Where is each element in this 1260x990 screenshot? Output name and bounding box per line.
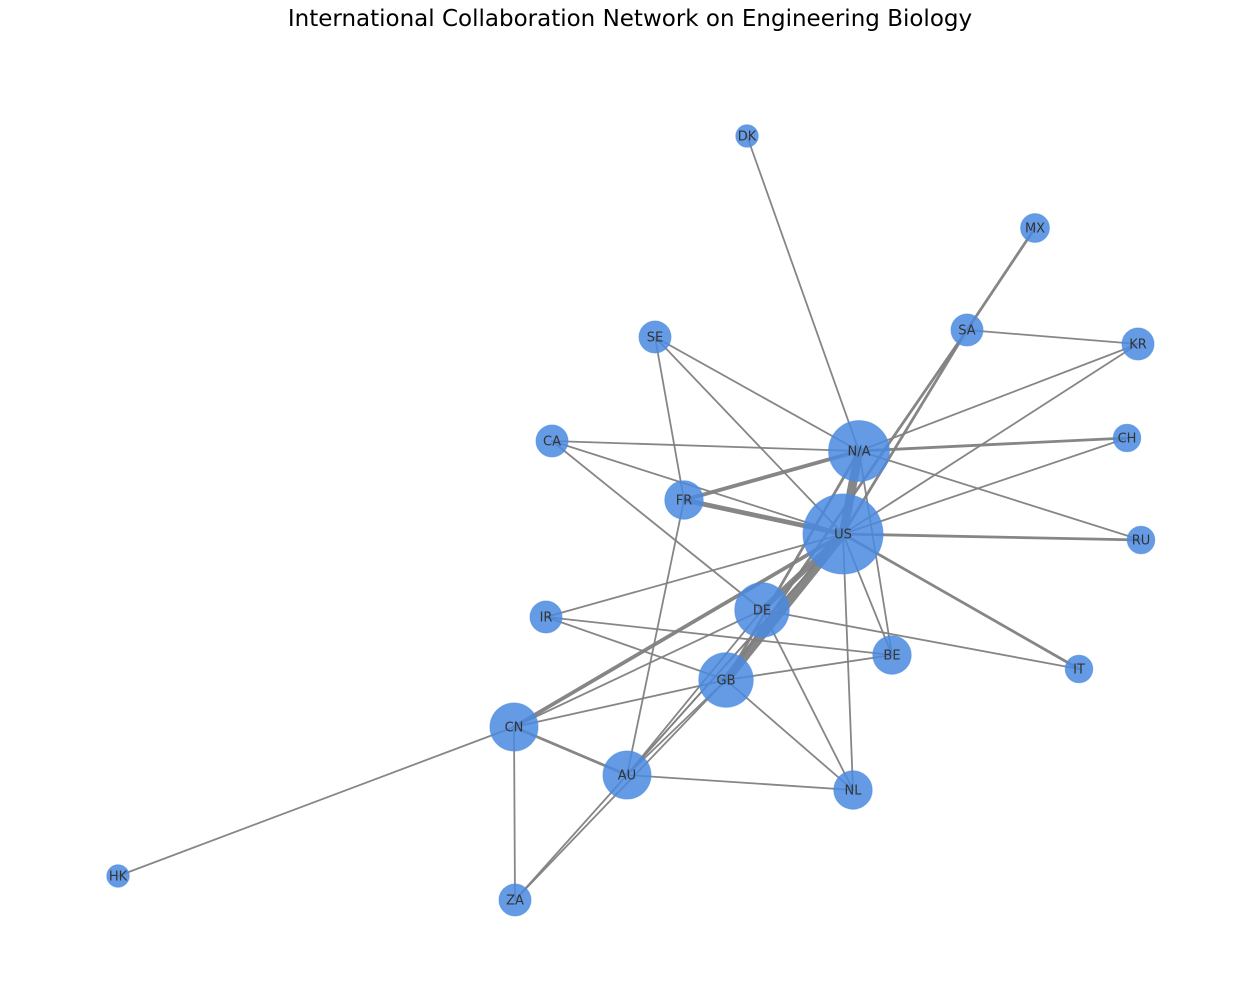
node-ru: RU bbox=[1126, 525, 1156, 555]
node-label-sa: SA bbox=[958, 324, 975, 339]
node-label-kr: KR bbox=[1129, 338, 1147, 353]
node-label-mx: MX bbox=[1025, 222, 1045, 237]
node-circle-dk bbox=[735, 124, 759, 148]
node-label-be: BE bbox=[883, 649, 900, 664]
node-be: BE bbox=[872, 635, 912, 675]
node-us: US bbox=[802, 493, 884, 575]
node-circle-gb bbox=[698, 652, 754, 708]
edge-au-fr bbox=[626, 499, 685, 776]
node-circle-se bbox=[638, 320, 672, 354]
node-label-za: ZA bbox=[506, 894, 524, 909]
edge-us-za bbox=[514, 533, 844, 901]
node-fr: FR bbox=[664, 480, 704, 520]
node-circle-it bbox=[1064, 654, 1094, 684]
node-dk: DK bbox=[735, 124, 759, 148]
node-nl: NL bbox=[833, 770, 873, 810]
node-label-dk: DK bbox=[738, 130, 757, 145]
node-au: AU bbox=[602, 750, 652, 800]
edge-na-ch bbox=[857, 436, 1129, 453]
edge-us-it bbox=[841, 532, 1081, 671]
node-circle-ca bbox=[535, 424, 569, 458]
edge-sa-mx bbox=[965, 226, 1037, 332]
node-circle-ru bbox=[1126, 525, 1156, 555]
node-circle-mx bbox=[1020, 213, 1050, 243]
node-circle-ir bbox=[529, 600, 563, 634]
edge-cn-za bbox=[513, 726, 516, 901]
node-label-cn: CN bbox=[505, 721, 524, 736]
node-circle-de bbox=[734, 582, 790, 638]
node-label-nl: NL bbox=[845, 784, 863, 799]
node-circle-na bbox=[828, 420, 890, 482]
node-ca: CA bbox=[535, 424, 569, 458]
edge-gb-nl bbox=[725, 679, 854, 791]
node-label-ru: RU bbox=[1132, 534, 1151, 549]
node-label-ir: IR bbox=[540, 611, 553, 626]
node-label-au: AU bbox=[618, 769, 636, 784]
node-circle-sa bbox=[950, 313, 984, 347]
edge-na-dk bbox=[746, 135, 860, 452]
edge-us-cn bbox=[512, 532, 845, 729]
node-label-ca: CA bbox=[543, 435, 561, 450]
edge-ir-be bbox=[545, 616, 893, 656]
edge-na-ru bbox=[858, 450, 1142, 541]
node-gb: GB bbox=[698, 652, 754, 708]
node-it: IT bbox=[1064, 654, 1094, 684]
node-circle-cn bbox=[489, 702, 539, 752]
node-label-ch: CH bbox=[1118, 432, 1137, 447]
edge-na-se bbox=[654, 336, 860, 452]
edge-cn-de bbox=[513, 609, 763, 728]
edge-us-kr bbox=[842, 343, 1139, 535]
node-label-gb: GB bbox=[717, 674, 736, 689]
node-circle-au bbox=[602, 750, 652, 800]
edge-sa-kr bbox=[966, 329, 1139, 345]
node-circle-be bbox=[872, 635, 912, 675]
node-cn: CN bbox=[489, 702, 539, 752]
edge-na-ca bbox=[551, 440, 860, 452]
edge-au-nl bbox=[626, 774, 854, 791]
edge-de-nl bbox=[761, 609, 854, 791]
node-label-us: US bbox=[834, 528, 852, 543]
edge-na-gb bbox=[724, 449, 861, 682]
node-layer: US N/A GB DE CN AU FR NL BE SE CA SA KR IR ZA MX CH RU IT D… bbox=[106, 124, 1156, 917]
node-na: N/A bbox=[828, 420, 890, 482]
node-hk: HK bbox=[106, 864, 130, 888]
node-de: DE bbox=[734, 582, 790, 638]
edge-gb-be bbox=[725, 654, 893, 681]
edge-cn-hk bbox=[117, 726, 515, 877]
edge-na-kr bbox=[858, 343, 1139, 452]
node-circle-za bbox=[498, 883, 532, 917]
node-ch: CH bbox=[1112, 423, 1142, 453]
edge-fr-se bbox=[654, 336, 685, 501]
node-circle-fr bbox=[664, 480, 704, 520]
node-sa: SA bbox=[950, 313, 984, 347]
edge-de-it bbox=[761, 609, 1080, 670]
edge-us-ch bbox=[842, 437, 1128, 535]
node-circle-nl bbox=[833, 770, 873, 810]
edge-us-ru bbox=[841, 532, 1143, 542]
edge-us-ir bbox=[545, 533, 844, 618]
edge-us-se bbox=[654, 336, 844, 535]
node-label-fr: FR bbox=[676, 494, 693, 509]
node-se: SE bbox=[638, 320, 672, 354]
node-za: ZA bbox=[498, 883, 532, 917]
node-circle-kr bbox=[1121, 327, 1155, 361]
edge-de-ca bbox=[551, 440, 763, 611]
node-circle-hk bbox=[106, 864, 130, 888]
node-circle-ch bbox=[1112, 423, 1142, 453]
chart-title: International Collaboration Network on E… bbox=[287, 6, 973, 32]
node-label-na: N/A bbox=[848, 445, 871, 460]
edge-cn-gb bbox=[513, 679, 727, 728]
node-circle-us bbox=[802, 493, 884, 575]
node-ir: IR bbox=[529, 600, 563, 634]
node-kr: KR bbox=[1121, 327, 1155, 361]
node-label-se: SE bbox=[647, 331, 663, 346]
edge-gb-ir bbox=[545, 616, 727, 681]
node-label-it: IT bbox=[1073, 663, 1085, 678]
node-mx: MX bbox=[1020, 213, 1050, 243]
node-label-hk: HK bbox=[109, 870, 128, 885]
node-label-de: DE bbox=[753, 604, 771, 619]
